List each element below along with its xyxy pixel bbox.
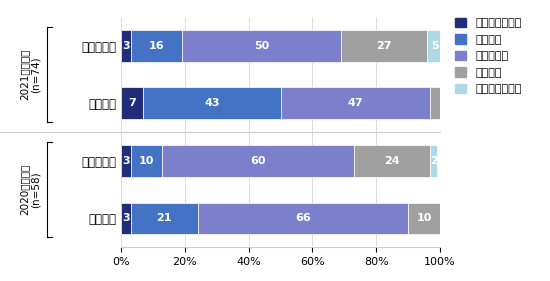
Bar <box>121 145 130 177</box>
Bar <box>341 30 427 62</box>
Text: 7: 7 <box>128 98 136 108</box>
Text: 24: 24 <box>384 156 400 166</box>
Bar <box>130 203 197 234</box>
Bar <box>162 145 354 177</box>
Bar <box>427 30 443 62</box>
Bar <box>431 145 437 177</box>
Text: 27: 27 <box>376 41 392 51</box>
Text: 2021年度調査
(n=74): 2021年度調査 (n=74) <box>19 49 41 100</box>
Bar <box>431 87 465 119</box>
Bar <box>130 145 162 177</box>
Text: 3: 3 <box>122 41 130 51</box>
Text: 3: 3 <box>122 214 130 223</box>
Bar <box>182 30 341 62</box>
Text: 11: 11 <box>440 98 456 108</box>
Text: 21: 21 <box>156 214 172 223</box>
Text: 47: 47 <box>348 98 364 108</box>
Text: 5: 5 <box>431 41 439 51</box>
Text: 50: 50 <box>254 41 269 51</box>
Text: 2020年度調査
(n=58): 2020年度調査 (n=58) <box>19 164 41 215</box>
Bar <box>121 30 130 62</box>
Bar <box>121 203 130 234</box>
Bar <box>130 30 182 62</box>
Text: 16: 16 <box>148 41 164 51</box>
Bar <box>408 203 440 234</box>
Bar <box>121 87 144 119</box>
Legend: 大きく増加した, 増加した, 前年度並み, 減少した, 大きく減少した: 大きく増加した, 増加した, 前年度並み, 減少した, 大きく減少した <box>455 18 521 94</box>
Bar <box>280 87 431 119</box>
Bar <box>354 145 431 177</box>
Text: 3: 3 <box>122 156 130 166</box>
Bar <box>144 87 280 119</box>
Text: 60: 60 <box>250 156 266 166</box>
Text: 10: 10 <box>416 214 432 223</box>
Text: 43: 43 <box>204 98 219 108</box>
Text: 2: 2 <box>430 156 437 166</box>
Text: 66: 66 <box>295 214 311 223</box>
Bar <box>197 203 408 234</box>
Text: 10: 10 <box>139 156 154 166</box>
